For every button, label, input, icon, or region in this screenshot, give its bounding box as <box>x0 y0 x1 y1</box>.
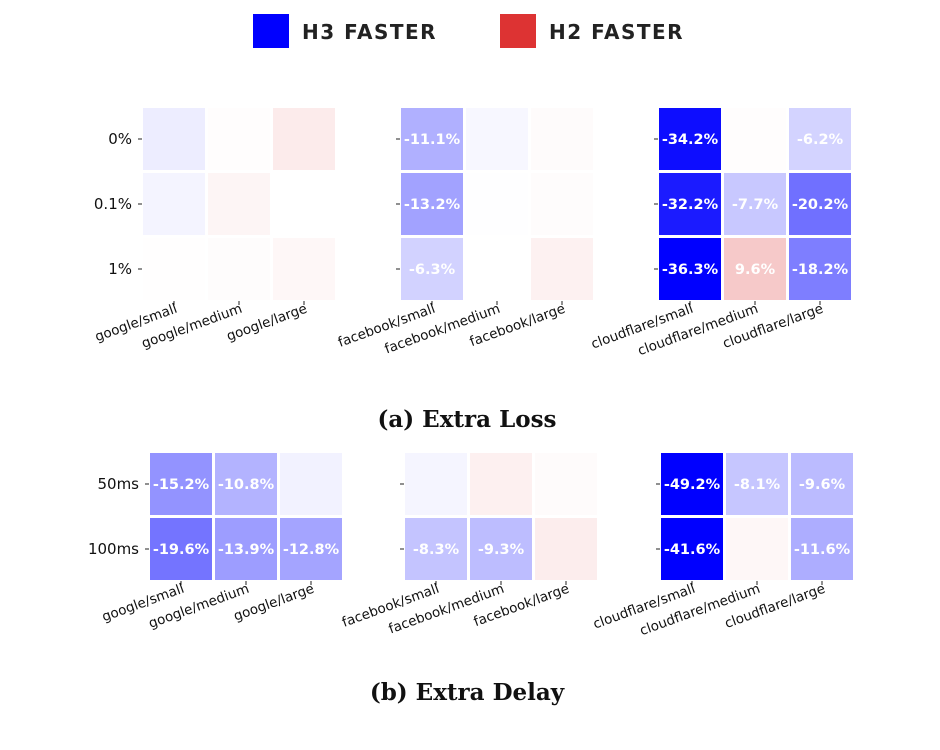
caption-extra-loss: (a) Extra Loss <box>378 406 557 433</box>
cell-value-label: -9.3% <box>478 542 525 558</box>
row-label: 50ms <box>97 475 139 493</box>
cell-value-label: -34.2% <box>662 132 719 148</box>
cell-value-label: -11.1% <box>404 132 461 148</box>
heatmap-cell <box>273 108 335 170</box>
row-label: 0.1% <box>94 195 132 213</box>
heatmap-cell <box>280 518 342 580</box>
caption-extra-delay: (b) Extra Delay <box>370 679 565 706</box>
cell-value-label: -49.2% <box>664 477 721 493</box>
cell-value-label: -19.6% <box>153 542 210 558</box>
cell-value-label: -41.6% <box>664 542 721 558</box>
heatmap-cell <box>724 238 786 300</box>
heatmap-cell <box>215 453 277 515</box>
cell-value-label: 9.6% <box>735 262 776 278</box>
heatmap-cell <box>661 518 723 580</box>
heatmap-cell <box>470 453 532 515</box>
cell-value-label: -12.8% <box>283 542 340 558</box>
heatmap-cell <box>791 518 853 580</box>
cell-value-label: -13.2% <box>404 197 461 213</box>
heatmap-cell <box>405 518 467 580</box>
heatmap-cell <box>401 238 463 300</box>
heatmap-cell <box>659 173 721 235</box>
cell-value-label: -6.2% <box>797 132 844 148</box>
heatmap-cell <box>401 173 463 235</box>
legend-label-h3: H3 FASTER <box>302 20 437 44</box>
heatmap-cell <box>726 453 788 515</box>
heatmap-cell <box>150 518 212 580</box>
heatmap-cell <box>466 173 528 235</box>
cell-value-label: -20.2% <box>792 197 849 213</box>
legend-swatch-h3 <box>253 14 289 48</box>
cell-value-label: -18.2% <box>792 262 849 278</box>
row-label: 0% <box>108 130 132 148</box>
row-label: 100ms <box>88 540 139 558</box>
heatmap-cell <box>531 108 593 170</box>
heatmap-cell <box>789 238 851 300</box>
heatmap-panel: -34.2% -6.2% -32.2% -7.7% -20.2% -36.3% 9.6% -1… <box>589 108 851 359</box>
heatmap-panel: -11.1%-13.2%-6.3%facebook/smallfacebook/… <box>336 108 593 357</box>
cell-value-label: -8.1% <box>734 477 781 493</box>
heatmap-cell <box>215 518 277 580</box>
heatmap-panel: -49.2% -8.1% -9.6%-41.6% -11.6%cloudflare/s… <box>591 453 853 639</box>
heatmap-cell <box>143 238 205 300</box>
cell-value-label: -36.3% <box>662 262 719 278</box>
cell-value-label: -8.3% <box>413 542 460 558</box>
heatmap-cell <box>470 518 532 580</box>
heatmap-cell <box>789 173 851 235</box>
cell-value-label: -15.2% <box>153 477 210 493</box>
legend-label-h2: H2 FASTER <box>549 20 684 44</box>
heatmap-cell <box>724 108 786 170</box>
heatmap-cell <box>280 453 342 515</box>
cell-value-label: -13.9% <box>218 542 275 558</box>
cell-value-label: -7.7% <box>732 197 779 213</box>
heatmap-cell <box>531 238 593 300</box>
heatmap-panel: -8.3% -9.3%facebook/smallfacebook/mediumf… <box>340 453 597 637</box>
legend-swatch-h2 <box>500 14 536 48</box>
legend: H3 FASTER H2 FASTER <box>253 14 684 48</box>
heatmap-cell <box>726 518 788 580</box>
heatmap-cell <box>659 108 721 170</box>
heatmap-cell <box>466 238 528 300</box>
heatmap-cell <box>208 173 270 235</box>
cell-value-label: -32.2% <box>662 197 719 213</box>
heatmap-cell <box>789 108 851 170</box>
heatmap-cell <box>724 173 786 235</box>
cell-value-label: -9.6% <box>799 477 846 493</box>
heatmap-cell <box>208 108 270 170</box>
heatmap-cell <box>273 238 335 300</box>
cell-value-label: -10.8% <box>218 477 275 493</box>
heatmap-cell <box>531 173 593 235</box>
heatmap-cell <box>466 108 528 170</box>
figure-extra-loss: 0%0.1%1%google/smallgoogle/mediumgoogle/… <box>93 108 851 359</box>
heatmap-cell <box>405 453 467 515</box>
heatmap-cell <box>273 173 335 235</box>
heatmap-cell <box>401 108 463 170</box>
heatmap-cell <box>661 453 723 515</box>
heatmap-cell <box>659 238 721 300</box>
row-label: 1% <box>108 260 132 278</box>
heatmap-cell <box>535 518 597 580</box>
cell-value-label: -6.3% <box>409 262 456 278</box>
heatmap-cell <box>143 108 205 170</box>
heatmap-cell <box>150 453 212 515</box>
heatmap-cell <box>791 453 853 515</box>
heatmap-cell <box>208 238 270 300</box>
cell-value-label: -11.6% <box>794 542 851 558</box>
heatmap-cell <box>535 453 597 515</box>
heatmap-cell <box>143 173 205 235</box>
